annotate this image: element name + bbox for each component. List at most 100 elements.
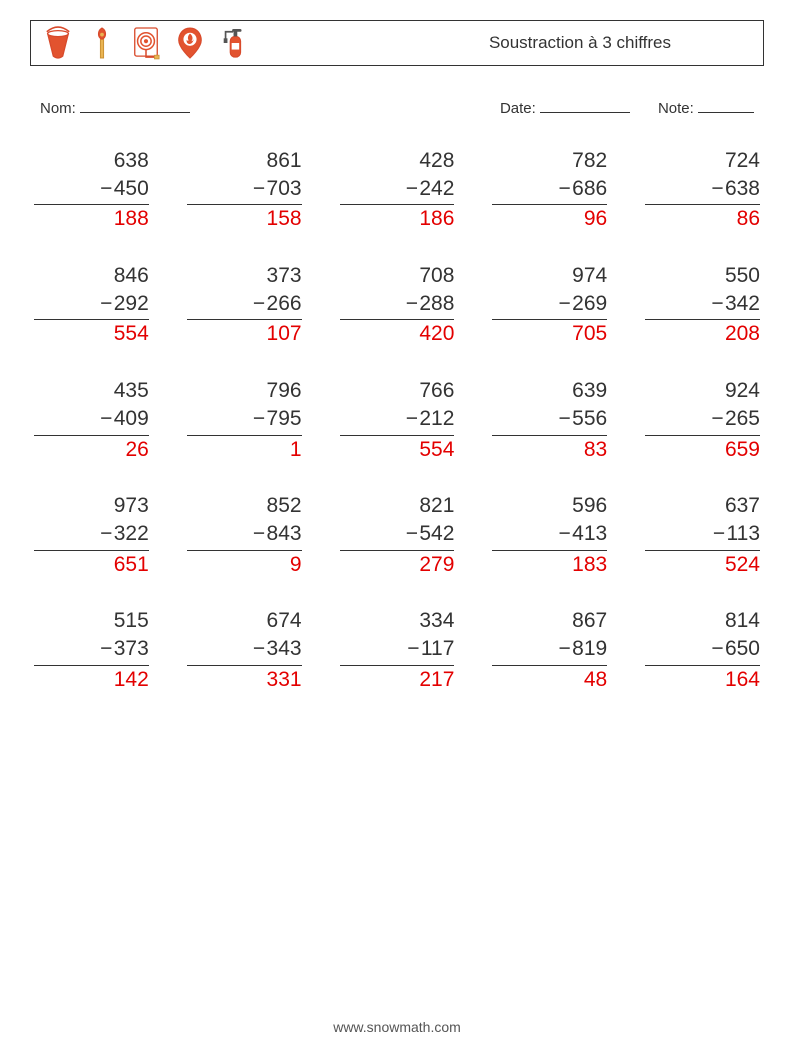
subtrahend: −342	[645, 290, 760, 320]
minuend: 846	[34, 262, 149, 290]
answer: 554	[34, 320, 149, 348]
subtrahend: −795	[187, 405, 302, 435]
minuend: 924	[645, 377, 760, 405]
subtrahend: −113	[645, 520, 760, 550]
subtrahend: −373	[34, 635, 149, 665]
answer: 86	[645, 205, 760, 233]
answer: 9	[187, 551, 302, 579]
subtrahend: −819	[492, 635, 607, 665]
bucket-icon	[43, 26, 73, 60]
answer: 651	[34, 551, 149, 579]
problem: 973−322651	[34, 492, 149, 579]
minuend: 515	[34, 607, 149, 635]
answer: 158	[187, 205, 302, 233]
problem: 435−40926	[34, 377, 149, 464]
answer: 331	[187, 666, 302, 694]
subtrahend: −266	[187, 290, 302, 320]
subtrahend: −450	[34, 175, 149, 205]
answer: 164	[645, 666, 760, 694]
problem: 924−265659	[645, 377, 760, 464]
worksheet-title: Soustraction à 3 chiffres	[489, 33, 671, 53]
date-field: Date:	[500, 96, 630, 117]
date-underline	[540, 96, 630, 113]
problems-grid: 638−450188 86 1 −703158 428−242186 782−68696 7…	[30, 147, 764, 694]
answer: 48	[492, 666, 607, 694]
date-label: Date:	[500, 100, 536, 117]
answer: 524	[645, 551, 760, 579]
minuend: 428	[340, 147, 455, 175]
problem: 637−113524	[645, 492, 760, 579]
answer: 1	[187, 436, 302, 464]
problem: 852−8439	[187, 492, 302, 579]
problem: 550−342208	[645, 262, 760, 349]
minuend: 766	[340, 377, 455, 405]
name-field: Nom:	[40, 96, 190, 117]
answer: 208	[645, 320, 760, 348]
extinguisher-icon	[219, 26, 249, 60]
header-box: Soustraction à 3 chiffres	[30, 20, 764, 66]
problem: 639−55683	[492, 377, 607, 464]
problem: 334−117217	[340, 607, 455, 694]
minuend: 974	[492, 262, 607, 290]
footer-link[interactable]: www.snowmath.com	[0, 1019, 794, 1035]
minuend: 852	[187, 492, 302, 520]
answer: 554	[340, 436, 455, 464]
subtrahend: −409	[34, 405, 149, 435]
minuend: 435	[34, 377, 149, 405]
problem: 766−212554	[340, 377, 455, 464]
minuend: 796	[187, 377, 302, 405]
subtrahend: −343	[187, 635, 302, 665]
answer: 186	[340, 205, 455, 233]
subtrahend: −242	[340, 175, 455, 205]
answer: 420	[340, 320, 455, 348]
subtrahend: −288	[340, 290, 455, 320]
fire-pin-icon	[175, 26, 205, 60]
answer: 183	[492, 551, 607, 579]
subtrahend: −843	[187, 520, 302, 550]
minuend: 724	[645, 147, 760, 175]
minuend: 867	[492, 607, 607, 635]
match-icon	[87, 26, 117, 60]
note-field: Note:	[658, 96, 754, 117]
subtrahend: −556	[492, 405, 607, 435]
problem: 596−413183	[492, 492, 607, 579]
problem: 674−343331	[187, 607, 302, 694]
subtrahend: −269	[492, 290, 607, 320]
problem: 782−68696	[492, 147, 607, 234]
subtrahend: −413	[492, 520, 607, 550]
answer: 279	[340, 551, 455, 579]
problem: 974−269705	[492, 262, 607, 349]
subtrahend: −703	[187, 175, 302, 205]
meta-row: Nom: Date: Note:	[30, 96, 764, 117]
minuend: 550	[645, 262, 760, 290]
answer: 142	[34, 666, 149, 694]
minuend: 973	[34, 492, 149, 520]
answer: 107	[187, 320, 302, 348]
minuend: 637	[645, 492, 760, 520]
answer: 188	[34, 205, 149, 233]
header-icon-row	[43, 26, 249, 60]
minuend: 334	[340, 607, 455, 635]
subtrahend: −638	[645, 175, 760, 205]
problem: 708−288420	[340, 262, 455, 349]
subtrahend: −322	[34, 520, 149, 550]
minuend: 708	[340, 262, 455, 290]
answer: 659	[645, 436, 760, 464]
problem: 515−373142	[34, 607, 149, 694]
subtrahend: −265	[645, 405, 760, 435]
minuend: 639	[492, 377, 607, 405]
problem: 638−450188	[34, 147, 149, 234]
answer: 705	[492, 320, 607, 348]
answer: 96	[492, 205, 607, 233]
name-label: Nom:	[40, 100, 76, 117]
note-label: Note:	[658, 100, 694, 117]
note-underline	[698, 96, 754, 113]
problem: 796−7951	[187, 377, 302, 464]
problem: 724−63886	[645, 147, 760, 234]
minuend: 821	[340, 492, 455, 520]
answer: 26	[34, 436, 149, 464]
minuend: 373	[187, 262, 302, 290]
minuend: 638	[34, 147, 149, 175]
answer: 217	[340, 666, 455, 694]
problem: 814−650164	[645, 607, 760, 694]
